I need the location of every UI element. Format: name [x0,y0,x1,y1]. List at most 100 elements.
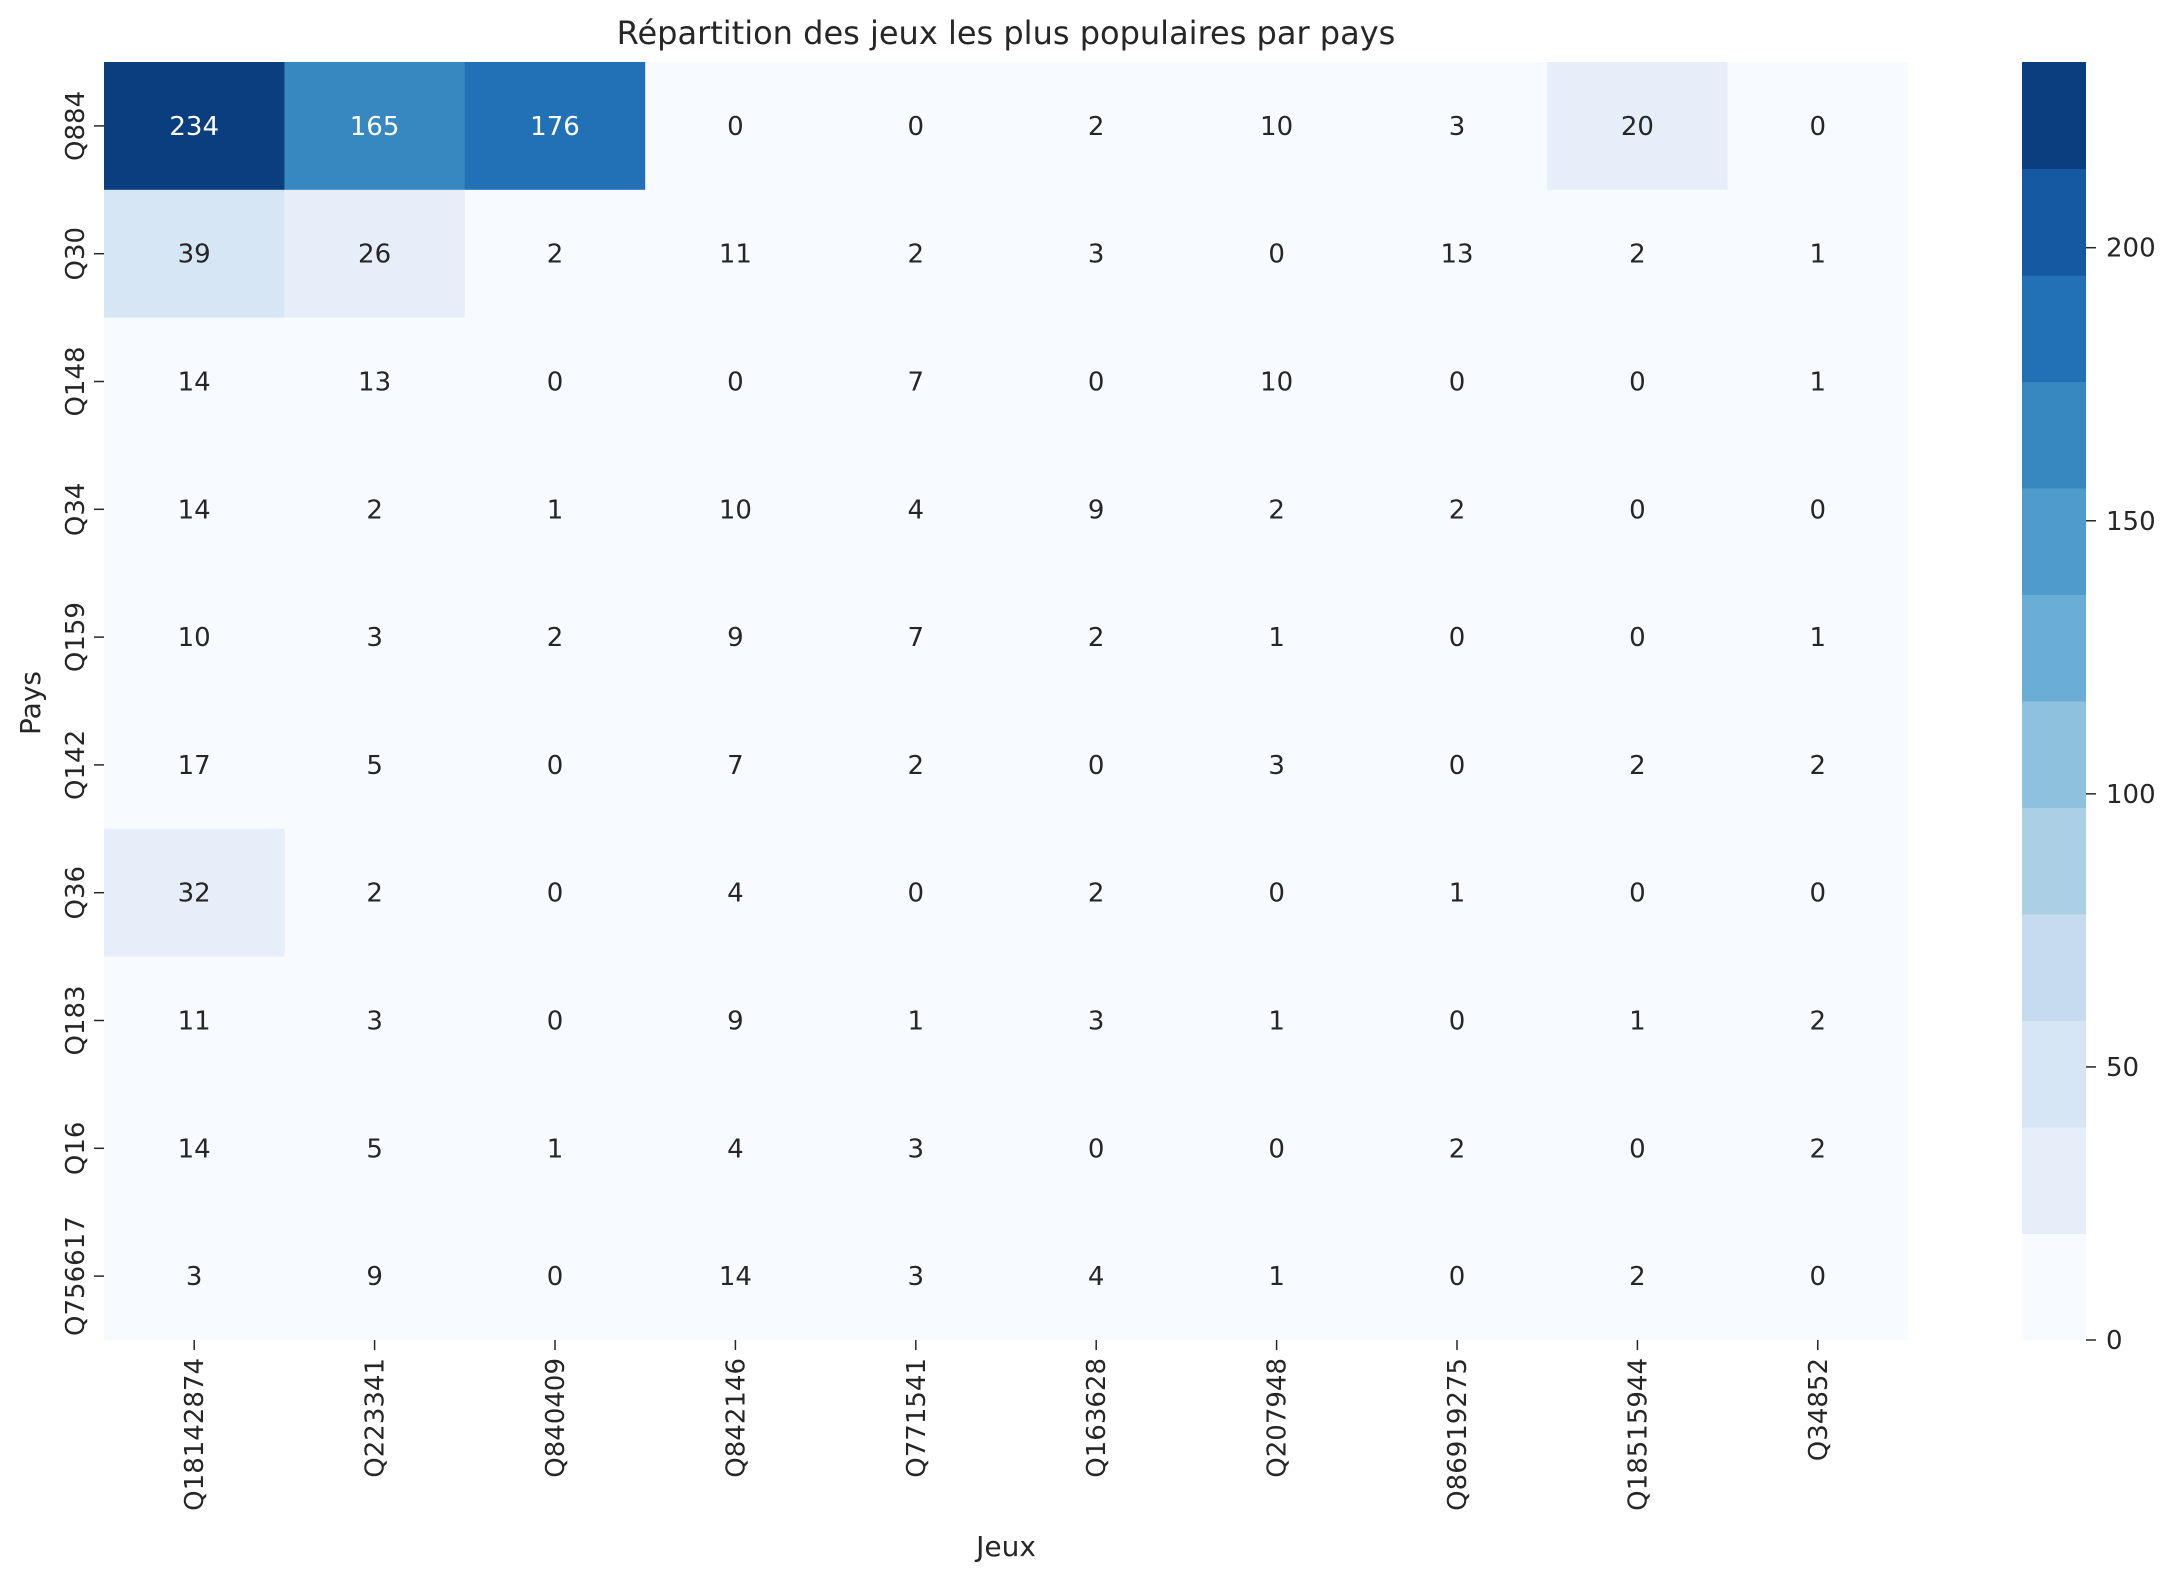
chart-title: Répartition des jeux les plus populaires… [617,14,1396,52]
cell-value-label: 2 [1449,1134,1466,1164]
heatmap-cell [464,573,646,702]
cell-value-label: 2 [908,751,925,781]
heatmap-cell [464,1084,646,1213]
heatmap-cell [1727,1084,1909,1213]
cell-value-label: 0 [1449,368,1466,398]
heatmap-cell [104,701,285,830]
heatmap-cell [104,828,285,958]
colorbar-band [2022,275,2086,382]
heatmap-cell [1366,828,1548,958]
cell-value-label: 0 [547,751,564,781]
cell-value-label: 234 [169,112,219,142]
cell-value-label: 20 [1621,112,1654,142]
heatmap-cell [1366,445,1548,574]
cell-value-label: 165 [350,112,400,142]
cell-value-label: 0 [547,368,564,398]
cell-value-label: 3 [908,1262,925,1292]
heatmap-cell [1006,701,1187,830]
heatmap-cell [1006,828,1187,958]
cell-value-label: 0 [908,879,925,909]
cell-value-label: 1 [1268,623,1285,653]
heatmap-cell [464,956,646,1085]
heatmap-cell [1366,1212,1548,1341]
heatmap-cell [284,1212,466,1341]
x-tick-label: Q34852 [1804,1358,1834,1461]
heatmap-cell [464,828,646,958]
cell-value-label: 1 [1629,1007,1646,1037]
cell-value-label: 14 [178,368,211,398]
cell-value-label: 7 [908,368,925,398]
heatmap-cell [645,189,827,319]
cell-value-label: 39 [178,240,211,270]
heatmap-cell [1547,62,1729,191]
cell-value-label: 1 [1268,1007,1285,1037]
heatmap-cell [284,62,466,191]
x-tick-label: Q18515944 [1623,1358,1653,1511]
heatmap-cell [104,956,285,1085]
cell-value-label: 0 [1449,1262,1466,1292]
cell-value-label: 2 [1088,623,1105,653]
cell-value-label: 3 [1268,751,1285,781]
cell-value-label: 2 [547,623,564,653]
heatmap-cell [1727,62,1909,191]
cell-value-label: 1 [1268,1262,1285,1292]
cell-value-label: 3 [1088,1007,1105,1037]
heatmap-cell [284,956,466,1085]
colorbar-tick-label: 200 [2106,234,2156,264]
cell-value-label: 2 [1629,1262,1646,1292]
heatmap-cell [1186,828,1368,958]
cell-value-label: 0 [547,879,564,909]
cell-value-label: 0 [547,1262,564,1292]
heatmap-cell [104,62,285,191]
heatmap-cell [1366,62,1548,191]
heatmap-cell [1366,189,1548,319]
heatmap-cell [464,62,646,191]
cell-value-label: 0 [1088,368,1105,398]
x-axis: Q18142874 Q223341 Q840409 Q842146 Q771541 Q16… [180,1340,1834,1511]
heatmap-cell [825,701,1007,830]
y-axis: Q884 Q30 Q148 Q34 Q159 Q142 Q36 Q183 Q16 Q756617 [61,91,104,1336]
colorbar-band [2022,381,2086,489]
heatmap-cell [464,701,646,830]
heatmap-cell [1366,956,1548,1085]
cell-value-label: 0 [1629,368,1646,398]
cell-value-label: 0 [547,1007,564,1037]
heatmap-cell [1547,1084,1729,1213]
heatmap-cell [1186,573,1368,702]
heatmap-cell [464,445,646,574]
y-axis-label: Pays [14,671,47,735]
cell-value-label: 11 [178,1007,211,1037]
heatmap-cell [464,1212,646,1341]
cell-value-label: 2 [1449,495,1466,525]
cell-value-label: 3 [1088,240,1105,270]
heatmap-cell [825,62,1007,191]
cell-value-label: 4 [727,1134,744,1164]
cell-value-label: 0 [1449,1007,1466,1037]
cell-value-label: 13 [358,368,391,398]
cell-value-label: 3 [366,1007,383,1037]
cell-value-label: 9 [1088,495,1105,525]
cell-value-label: 9 [727,623,744,653]
cell-value-label: 7 [908,623,925,653]
cell-value-label: 176 [530,112,580,142]
cell-value-label: 0 [1088,751,1105,781]
y-tick-label: Q142 [61,730,91,800]
heatmap-cell [104,1084,285,1213]
heatmap-cell [284,189,466,319]
heatmap-cell [825,189,1007,319]
colorbar-band [2022,488,2086,595]
colorbar-band [2022,914,2086,1021]
colorbar-tick-label: 0 [2106,1326,2123,1356]
heatmap-cell [1006,1212,1187,1341]
cell-value-label: 0 [1629,623,1646,653]
cell-value-label: 0 [1629,495,1646,525]
cell-value-label: 3 [1449,112,1466,142]
heatmap-cell [645,62,827,191]
cell-value-label: 1 [1810,623,1827,653]
x-tick-label: Q840409 [541,1358,571,1478]
heatmap-cell [284,573,466,702]
heatmap-cell [825,445,1007,574]
cell-value-label: 7 [727,751,744,781]
